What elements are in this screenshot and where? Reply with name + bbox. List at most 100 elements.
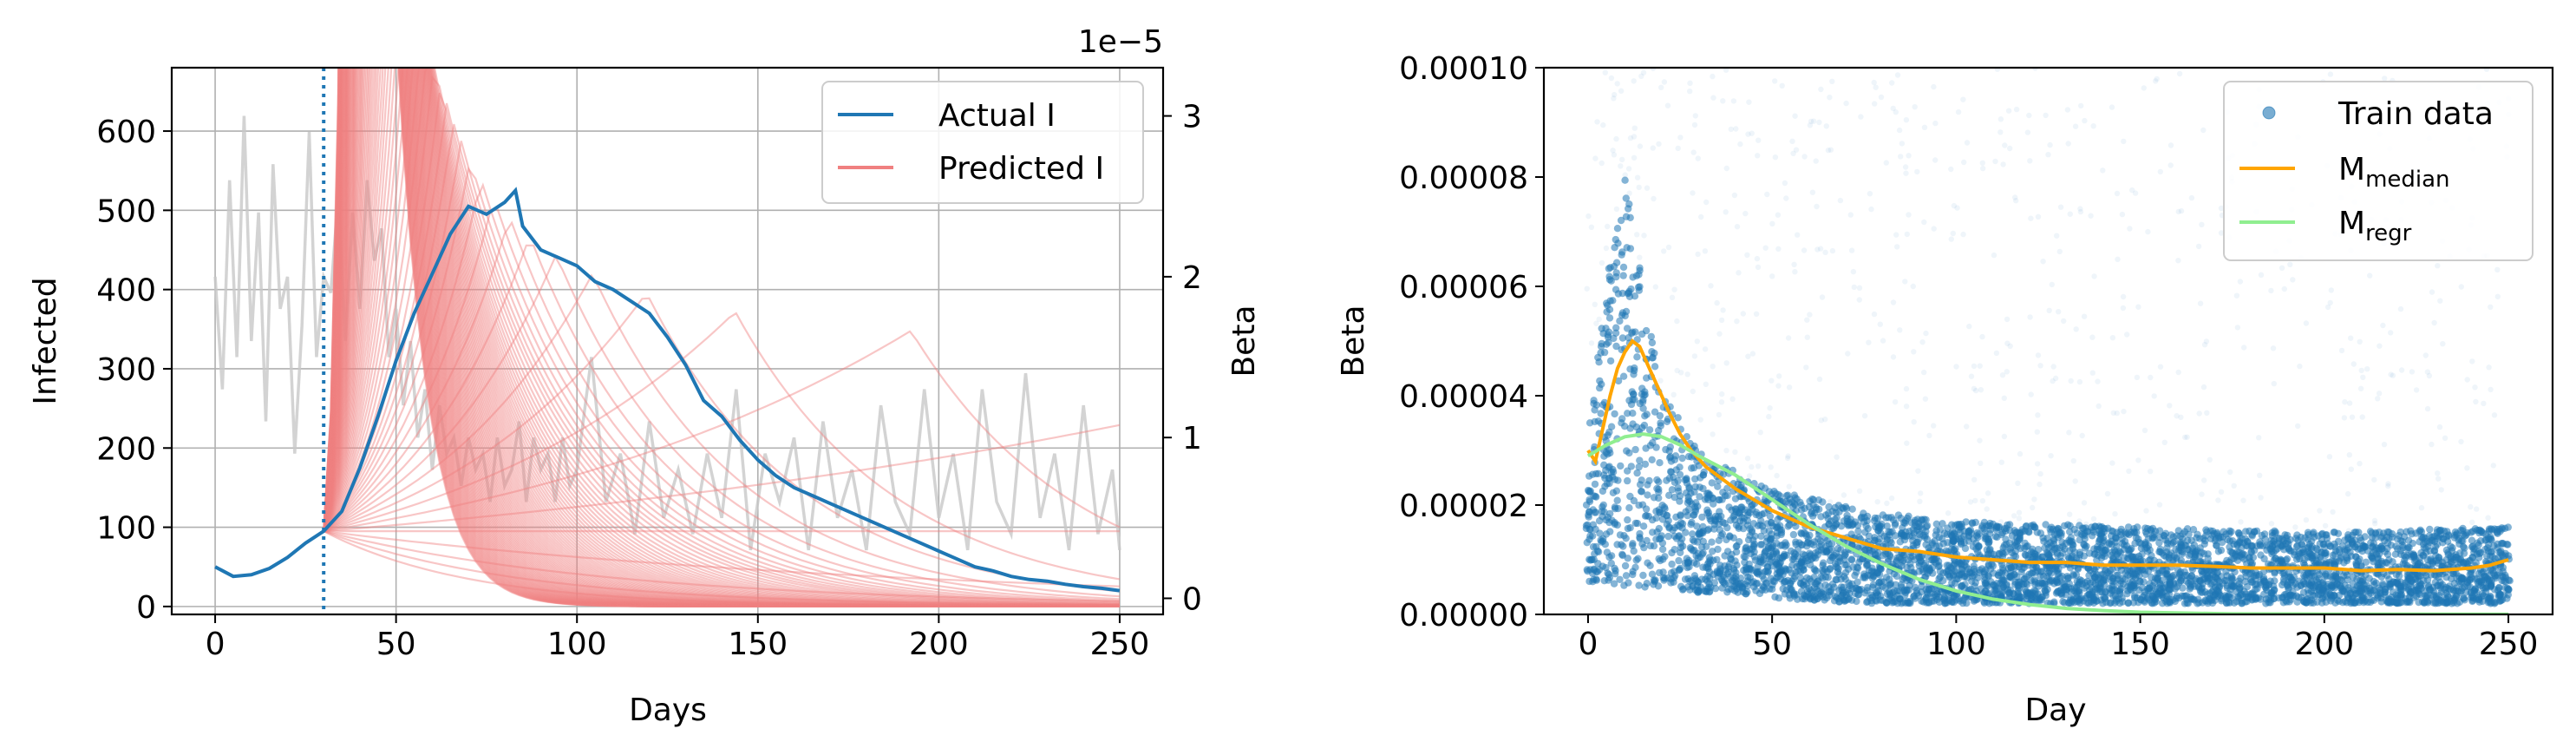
train-point [2429,289,2435,295]
train-point [2324,304,2331,311]
predicted-trajectory [323,68,1120,607]
train-point [1694,578,1703,586]
train-point [1716,331,1723,337]
train-point [2241,528,2250,535]
train-point [1726,532,1734,540]
train-point [1697,417,1703,423]
train-point [2404,543,2412,551]
predicted-trajectory [323,68,1120,607]
train-point [1969,542,1978,550]
train-point [1794,552,1801,561]
train-point [2015,480,2021,486]
train-point [1912,539,1920,547]
train-point [2229,574,2237,582]
train-point [2028,215,2034,221]
train-point [2359,414,2365,420]
train-point [1718,584,1726,592]
train-point [2279,594,2286,601]
predicted-trajectory [323,68,1120,607]
left-y-label: Infected [28,277,63,404]
train-point [1873,84,1879,90]
train-point [1786,483,1792,489]
predicted-trajectory [323,68,1120,607]
predicted-trajectory [323,68,1120,607]
train-point [2124,599,2132,607]
train-point [1994,68,2001,72]
train-point [2060,522,2069,530]
train-point [1899,575,1906,583]
train-point [1763,520,1771,528]
train-point [1871,311,1878,318]
train-point [2121,408,2127,415]
train-point [1605,428,1613,437]
x-tick-label: 150 [728,627,788,662]
train-point [1676,497,1684,505]
train-point [2201,342,2208,348]
train-point [1891,521,1899,529]
train-point [2270,586,2279,594]
train-point [2067,588,2075,596]
train-point [2328,287,2334,293]
train-point [1746,566,1754,574]
train-point [1755,137,1762,143]
train-point [2297,363,2303,370]
train-point [1950,230,1956,237]
train-point [2469,358,2475,364]
y-right-tick-label: 2 [1182,260,1202,296]
train-point [1605,474,1613,483]
train-point [1620,581,1628,589]
train-point [1797,588,1806,595]
train-point [1962,518,1970,526]
train-point [1585,535,1593,543]
train-point [2376,391,2383,397]
train-point [2230,582,2238,590]
train-point [1631,125,1638,131]
train-point [1892,532,1899,540]
train-point [1821,581,1829,589]
train-point [2132,553,2140,561]
train-point [2268,287,2274,294]
train-point [1630,547,1638,555]
predicted-trajectory [323,68,1120,607]
train-point [1809,189,1816,195]
train-point [1961,159,1967,166]
train-point [1905,512,1912,520]
train-point [1723,68,1729,73]
predicted-trajectory [324,330,1121,533]
train-point [1605,463,1613,470]
train-point [1678,370,1684,376]
left-x-axis: 0 50 100 150 200 250 [206,614,1149,662]
train-point [2099,548,2107,556]
train-point [2440,527,2449,535]
train-point [2066,430,2072,436]
train-point [2089,370,2095,376]
train-point [2081,313,2088,319]
predicted-trajectory [323,68,1120,607]
x-tick-label: 200 [909,627,969,662]
train-point [2045,152,2051,158]
train-point [1753,568,1761,576]
train-point [2358,596,2366,604]
train-point [1617,462,1625,470]
train-point [1765,527,1774,535]
train-point [2504,523,2512,531]
train-point [2069,538,2076,546]
train-point [1760,509,1769,517]
train-point [2234,528,2243,537]
train-point [2144,535,2153,542]
train-point [1626,492,1634,501]
train-point [1807,561,1814,569]
train-point [1923,535,1932,543]
train-point [2113,571,2121,580]
train-point [1614,504,1622,513]
train-point [2155,569,2163,577]
train-point [2016,509,2023,515]
train-point [2077,206,2083,212]
train-point [1627,135,1634,141]
train-point [1861,413,1868,419]
train-point [2034,461,2041,467]
train-point [2154,76,2160,82]
train-point [1611,476,1619,483]
train-point [1714,483,1722,490]
